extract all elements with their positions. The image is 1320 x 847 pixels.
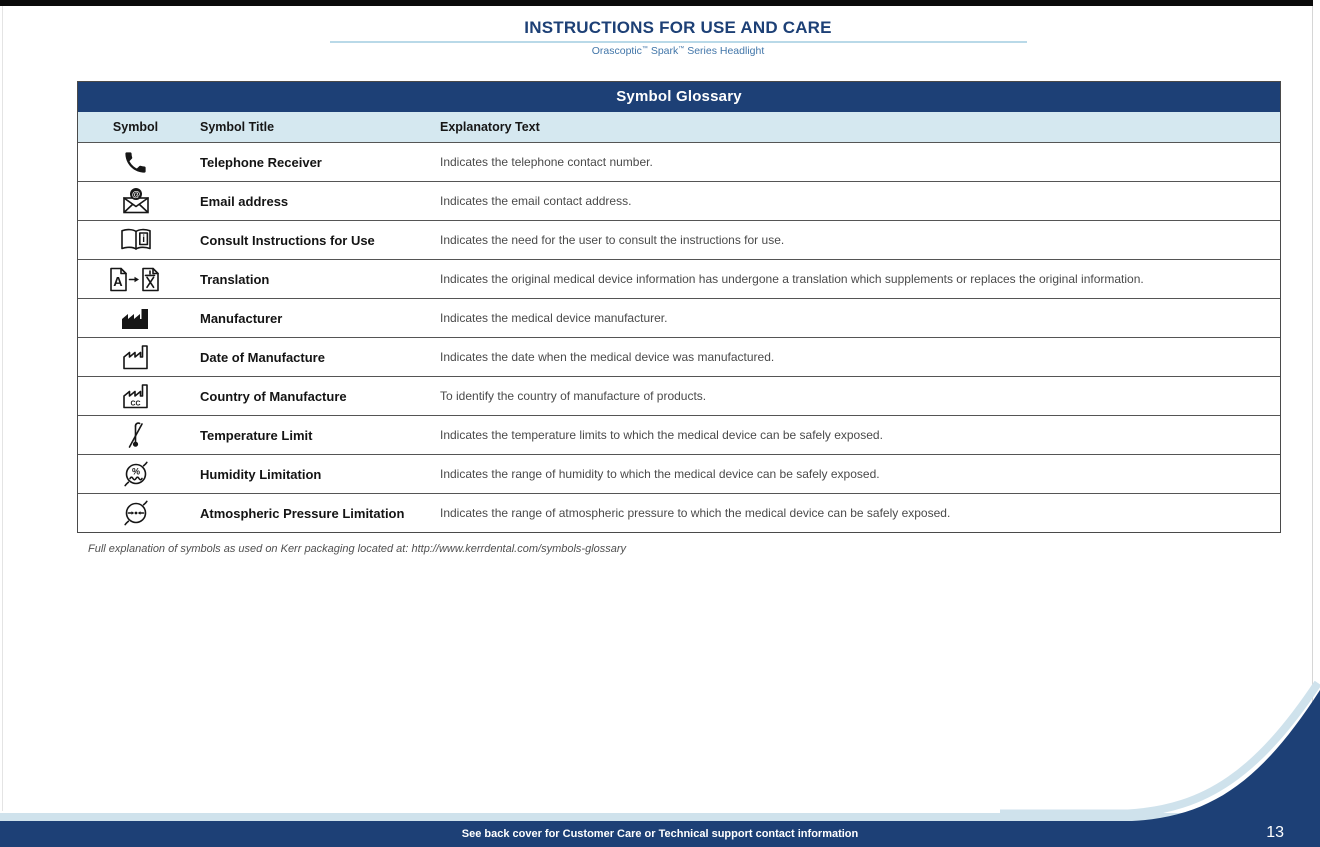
symbol-title: Country of Manufacture bbox=[200, 388, 347, 404]
svg-text:i: i bbox=[142, 234, 145, 245]
table-column-headers: Symbol Symbol Title Explanatory Text bbox=[78, 112, 1280, 142]
table-row: Manufacturer Indicates the medical devic… bbox=[78, 298, 1280, 337]
email-address-icon: @ bbox=[78, 187, 193, 215]
consult-instructions-icon: i bbox=[78, 227, 193, 253]
footer-accent-strip bbox=[0, 813, 1320, 821]
explanatory-text: To identify the country of manufacture o… bbox=[440, 389, 707, 403]
page-subtitle: Orascoptic™ Spark™ Series Headlight bbox=[0, 45, 1320, 57]
symbol-title: Consult Instructions for Use bbox=[200, 232, 375, 248]
explanatory-text: Indicates the date when the medical devi… bbox=[440, 350, 775, 364]
country-of-manufacture-icon: CC bbox=[78, 382, 193, 410]
trademark-symbol: ™ bbox=[641, 46, 648, 52]
explanatory-text: Indicates the range of humidity to which… bbox=[440, 467, 880, 481]
column-header-explanatory: Explanatory Text bbox=[440, 120, 540, 134]
column-header-symbol-title: Symbol Title bbox=[200, 120, 275, 134]
table-row: % Humidity Limitation Indicates the rang… bbox=[78, 454, 1280, 493]
telephone-receiver-icon bbox=[78, 149, 193, 176]
scan-right-edge bbox=[1312, 6, 1313, 847]
scan-top-edge bbox=[0, 0, 1313, 6]
packaging-footnote: Full explanation of symbols as used on K… bbox=[88, 543, 627, 555]
explanatory-text: Indicates the medical device manufacture… bbox=[440, 311, 668, 325]
corner-curve-decoration bbox=[1000, 680, 1320, 847]
symbol-title: Telephone Receiver bbox=[200, 154, 322, 170]
explanatory-text: Indicates the email contact address. bbox=[440, 194, 632, 208]
manufacturer-icon bbox=[78, 305, 193, 331]
explanatory-text: Indicates the telephone contact number. bbox=[440, 155, 653, 169]
table-row: @ Email address Indicates the email cont… bbox=[78, 181, 1280, 220]
scan-left-edge bbox=[2, 6, 3, 811]
symbol-title: Date of Manufacture bbox=[200, 349, 325, 365]
table-row: Temperature Limit Indicates the temperat… bbox=[78, 415, 1280, 454]
trademark-symbol: ™ bbox=[678, 46, 685, 52]
table-row: Atmospheric Pressure Limitation Indicate… bbox=[78, 493, 1280, 532]
column-header-symbol: Symbol bbox=[112, 120, 159, 134]
table-row: CC Country of Manufacture To identify th… bbox=[78, 376, 1280, 415]
symbol-title: Humidity Limitation bbox=[200, 466, 322, 482]
symbol-title: Manufacturer bbox=[200, 310, 283, 326]
subtitle-product: Spark bbox=[650, 45, 679, 57]
explanatory-text: Indicates the need for the user to consu… bbox=[440, 233, 785, 247]
translation-icon: A bbox=[78, 266, 193, 293]
page-number: 13 bbox=[1266, 824, 1284, 841]
explanatory-text: Indicates the range of atmospheric press… bbox=[440, 506, 951, 520]
subtitle-series: Series Headlight bbox=[687, 45, 765, 57]
symbol-glossary-table: Symbol Glossary Symbol Symbol Title Expl… bbox=[77, 81, 1281, 533]
svg-text:@: @ bbox=[131, 189, 139, 199]
page-title: INSTRUCTIONS FOR USE AND CARE bbox=[524, 18, 832, 37]
table-row: A Translation Indicates the original med… bbox=[78, 259, 1280, 298]
footer-note: See back cover for Customer Care or Tech… bbox=[461, 828, 859, 840]
subtitle-brand: Orascoptic bbox=[591, 45, 642, 57]
explanatory-text: Indicates the original medical device in… bbox=[440, 272, 1144, 286]
date-of-manufacture-icon bbox=[78, 343, 193, 371]
symbol-title: Translation bbox=[200, 271, 270, 287]
table-title: Symbol Glossary bbox=[78, 82, 1280, 112]
title-divider bbox=[330, 41, 1027, 43]
temperature-limit-icon bbox=[78, 420, 193, 451]
svg-text:%: % bbox=[131, 467, 139, 477]
table-row: Telephone Receiver Indicates the telepho… bbox=[78, 142, 1280, 181]
humidity-limitation-icon: % bbox=[78, 459, 193, 489]
symbol-title: Temperature Limit bbox=[200, 427, 313, 443]
table-row: i Consult Instructions for Use Indicates… bbox=[78, 220, 1280, 259]
explanatory-text: Indicates the temperature limits to whic… bbox=[440, 428, 883, 442]
atmospheric-pressure-icon bbox=[78, 498, 193, 528]
svg-text:A: A bbox=[113, 274, 123, 289]
svg-text:CC: CC bbox=[130, 401, 140, 408]
symbol-title: Atmospheric Pressure Limitation bbox=[200, 505, 405, 521]
symbol-title: Email address bbox=[200, 193, 289, 209]
table-row: Date of Manufacture Indicates the date w… bbox=[78, 337, 1280, 376]
